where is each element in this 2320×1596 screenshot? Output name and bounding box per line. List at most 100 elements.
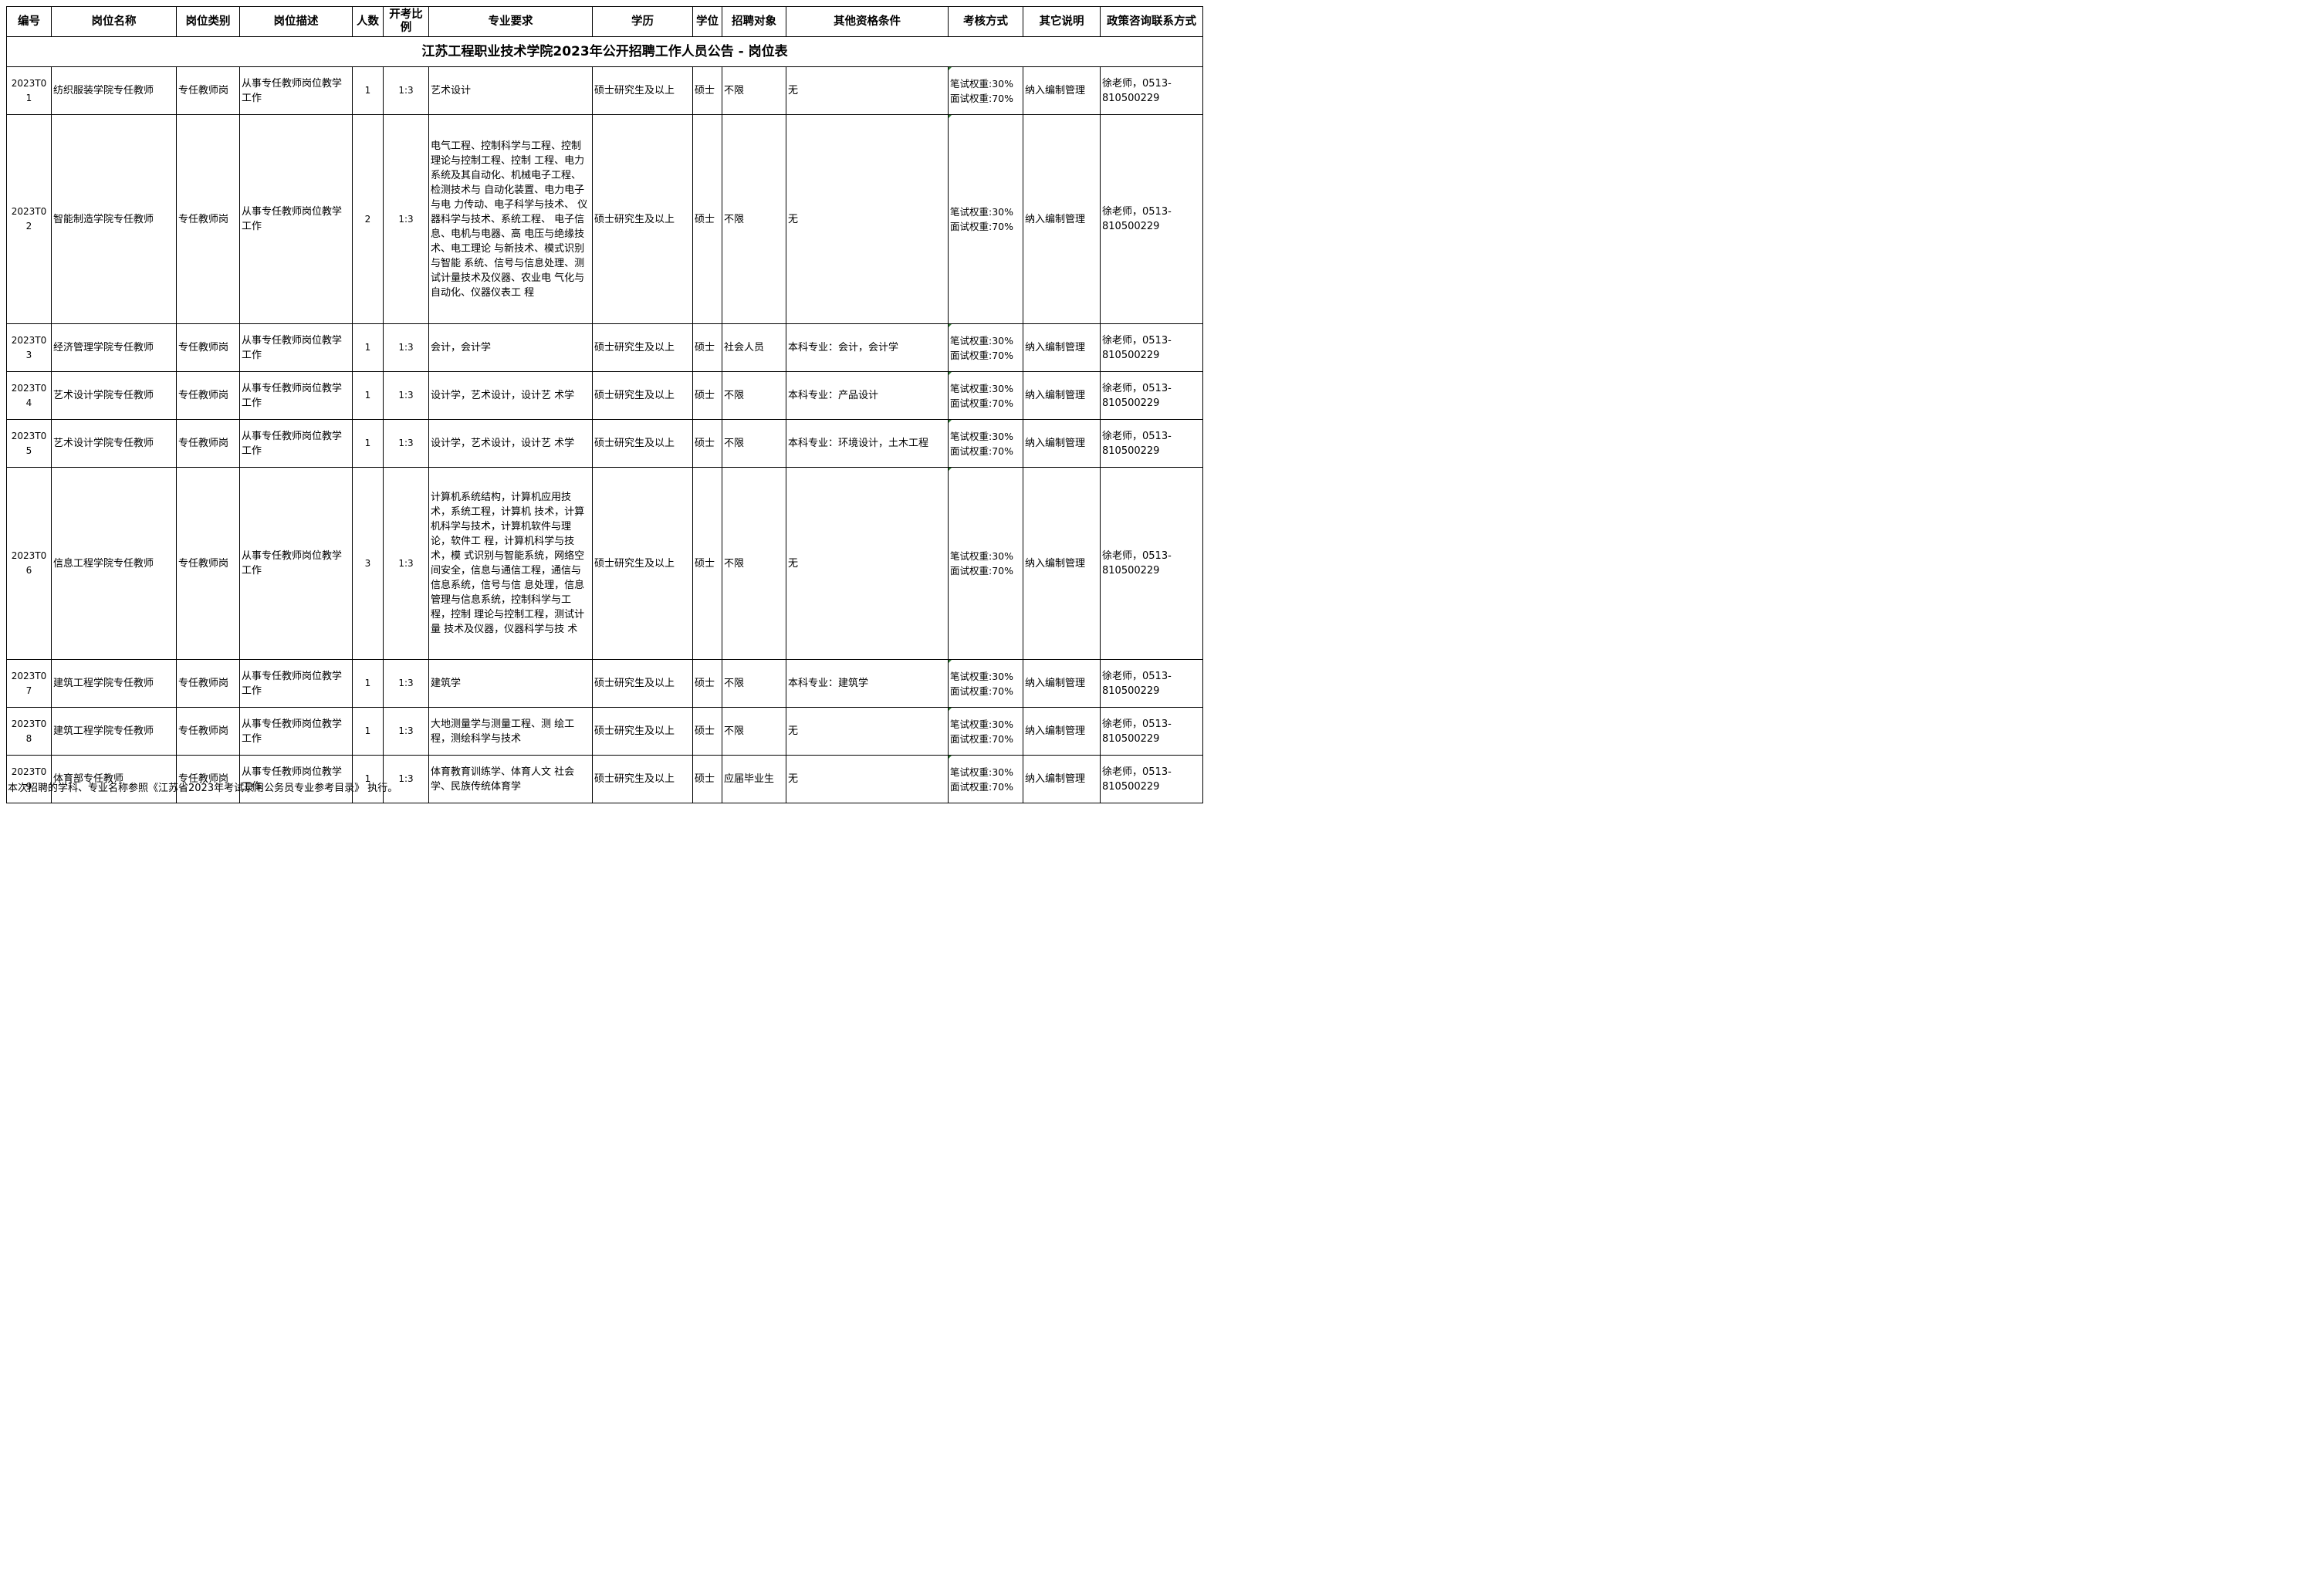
- cell-major: 体育教育训练学、体育人文 社会学、民族传统体育学: [428, 755, 593, 803]
- written-weight: 笔试权重:30%: [950, 334, 1013, 347]
- interview-weight: 面试权重:70%: [950, 685, 1013, 697]
- cell-education: 硕士研究生及以上: [592, 707, 693, 756]
- cell-target: 不限: [722, 419, 786, 468]
- cell-major: 设计学，艺术设计，设计艺 术学: [428, 419, 593, 468]
- table-row: 2023T0 7 建筑工程学院专任教师 专任教师岗 从事专任教师岗位教学工作 1 1:3 建…: [6, 659, 1203, 708]
- cell-other: 无: [786, 755, 949, 803]
- table-row: 2023T0 9 体育部专任教师 专任教师岗 从事专任教师岗位教学工作 1 1:3 体育教育…: [6, 755, 1203, 803]
- cell-note: 纳入编制管理: [1023, 419, 1101, 468]
- interview-weight: 面试权重:70%: [950, 565, 1013, 577]
- cell-category: 专任教师岗: [176, 755, 240, 803]
- cell-target: 不限: [722, 707, 786, 756]
- cell-position-name: 建筑工程学院专任教师: [51, 659, 177, 708]
- table-row: 2023T0 6 信息工程学院专任教师 专任教师岗 从事专任教师岗位教学工作 3 1:3 计…: [6, 467, 1203, 660]
- header-count: 人数: [352, 6, 384, 37]
- cell-id: 2023T0 9: [6, 755, 52, 803]
- header-other: 其他资格条件: [786, 6, 949, 37]
- cell-note: 纳入编制管理: [1023, 114, 1101, 324]
- cell-degree: 硕士: [692, 371, 722, 420]
- cell-education: 硕士研究生及以上: [592, 755, 693, 803]
- cell-position-name: 纺织服装学院专任教师: [51, 66, 177, 115]
- cell-major: 电气工程、控制科学与工程、控制理论与控制工程、控制 工程、电力系统及其自动化、机…: [428, 114, 593, 324]
- cell-position-name: 信息工程学院专任教师: [51, 467, 177, 660]
- cell-major: 会计，会计学: [428, 323, 593, 372]
- cell-ratio: 1:3: [383, 66, 429, 115]
- cell-count: 1: [352, 659, 384, 708]
- cell-category: 专任教师岗: [176, 371, 240, 420]
- interview-weight: 面试权重:70%: [950, 780, 1013, 793]
- cell-category: 专任教师岗: [176, 659, 240, 708]
- cell-ratio: 1:3: [383, 755, 429, 803]
- cell-target: 应届毕业生: [722, 755, 786, 803]
- cell-target: 不限: [722, 371, 786, 420]
- header-name: 岗位名称: [51, 6, 177, 37]
- cell-other: 无: [786, 467, 949, 660]
- header-education: 学历: [592, 6, 693, 37]
- footnote: 本次招聘的学科、专业名称参照《江苏省2023年考试录用公务员专业参考目录》 执行…: [8, 783, 398, 794]
- cell-education: 硕士研究生及以上: [592, 323, 693, 372]
- cell-other: 无: [786, 707, 949, 756]
- cell-degree: 硕士: [692, 659, 722, 708]
- cell-id: 2023T0 1: [6, 66, 52, 115]
- cell-major: 设计学，艺术设计，设计艺 术学: [428, 371, 593, 420]
- cell-count: 1: [352, 419, 384, 468]
- cell-count: 1: [352, 707, 384, 756]
- cell-target: 社会人员: [722, 323, 786, 372]
- cell-ratio: 1:3: [383, 323, 429, 372]
- header-major: 专业要求: [428, 6, 593, 37]
- header-degree: 学位: [692, 6, 722, 37]
- cell-degree: 硕士: [692, 467, 722, 660]
- header-description: 岗位描述: [239, 6, 353, 37]
- cell-education: 硕士研究生及以上: [592, 371, 693, 420]
- cell-degree: 硕士: [692, 66, 722, 115]
- job-table: 江苏工程职业技术学院2023年公开招聘工作人员公告 - 岗位表 编号 岗位名称 岗位…: [6, 6, 1203, 803]
- table-row: 2023T0 3 经济管理学院专任教师 专任教师岗 从事专任教师岗位教学工作 1 1:3 会…: [6, 323, 1203, 372]
- cell-other: 本科专业：产品设计: [786, 371, 949, 420]
- table-row: 2023T0 5 艺术设计学院专任教师 专任教师岗 从事专任教师岗位教学工作 1 1:3 设…: [6, 419, 1203, 468]
- interview-weight: 面试权重:70%: [950, 349, 1013, 361]
- comment-marker-icon: [949, 420, 952, 423]
- cell-contact: 徐老师，0513-810500229: [1100, 66, 1203, 115]
- cell-education: 硕士研究生及以上: [592, 659, 693, 708]
- cell-category: 专任教师岗: [176, 323, 240, 372]
- cell-major: 建筑学: [428, 659, 593, 708]
- cell-target: 不限: [722, 467, 786, 660]
- cell-contact: 徐老师，0513-810500229: [1100, 707, 1203, 756]
- cell-major: 艺术设计: [428, 66, 593, 115]
- interview-weight: 面试权重:70%: [950, 92, 1013, 104]
- cell-target: 不限: [722, 659, 786, 708]
- cell-contact: 徐老师，0513-810500229: [1100, 755, 1203, 803]
- cell-id: 2023T0 7: [6, 659, 52, 708]
- cell-note: 纳入编制管理: [1023, 659, 1101, 708]
- written-weight: 笔试权重:30%: [950, 670, 1013, 682]
- cell-contact: 徐老师，0513-810500229: [1100, 323, 1203, 372]
- cell-count: 2: [352, 114, 384, 324]
- cell-id: 2023T0 2: [6, 114, 52, 324]
- interview-weight: 面试权重:70%: [950, 221, 1013, 232]
- cell-count: 1: [352, 755, 384, 803]
- cell-method: 笔试权重:30% 面试权重:70%: [948, 707, 1023, 756]
- cell-degree: 硕士: [692, 755, 722, 803]
- cell-target: 不限: [722, 66, 786, 115]
- cell-count: 1: [352, 66, 384, 115]
- cell-note: 纳入编制管理: [1023, 323, 1101, 372]
- cell-degree: 硕士: [692, 323, 722, 372]
- cell-position-name: 经济管理学院专任教师: [51, 323, 177, 372]
- comment-marker-icon: [949, 708, 952, 711]
- written-weight: 笔试权重:30%: [950, 718, 1013, 730]
- cell-ratio: 1:3: [383, 467, 429, 660]
- cell-contact: 徐老师，0513-810500229: [1100, 467, 1203, 660]
- cell-position-name: 智能制造学院专任教师: [51, 114, 177, 324]
- header-contact: 政策咨询联系方式: [1100, 6, 1203, 37]
- comment-marker-icon: [949, 756, 952, 759]
- cell-degree: 硕士: [692, 114, 722, 324]
- written-weight: 笔试权重:30%: [950, 766, 1013, 778]
- comment-marker-icon: [949, 67, 952, 70]
- written-weight: 笔试权重:30%: [950, 550, 1013, 562]
- cell-description: 从事专任教师岗位教学工作: [239, 755, 353, 803]
- comment-marker-icon: [949, 115, 952, 118]
- table-row: 2023T0 1 纺织服装学院专任教师 专任教师岗 从事专任教师岗位教学工作 1 1:3 艺…: [6, 66, 1203, 115]
- cell-description: 从事专任教师岗位教学工作: [239, 419, 353, 468]
- cell-category: 专任教师岗: [176, 707, 240, 756]
- cell-description: 从事专任教师岗位教学工作: [239, 707, 353, 756]
